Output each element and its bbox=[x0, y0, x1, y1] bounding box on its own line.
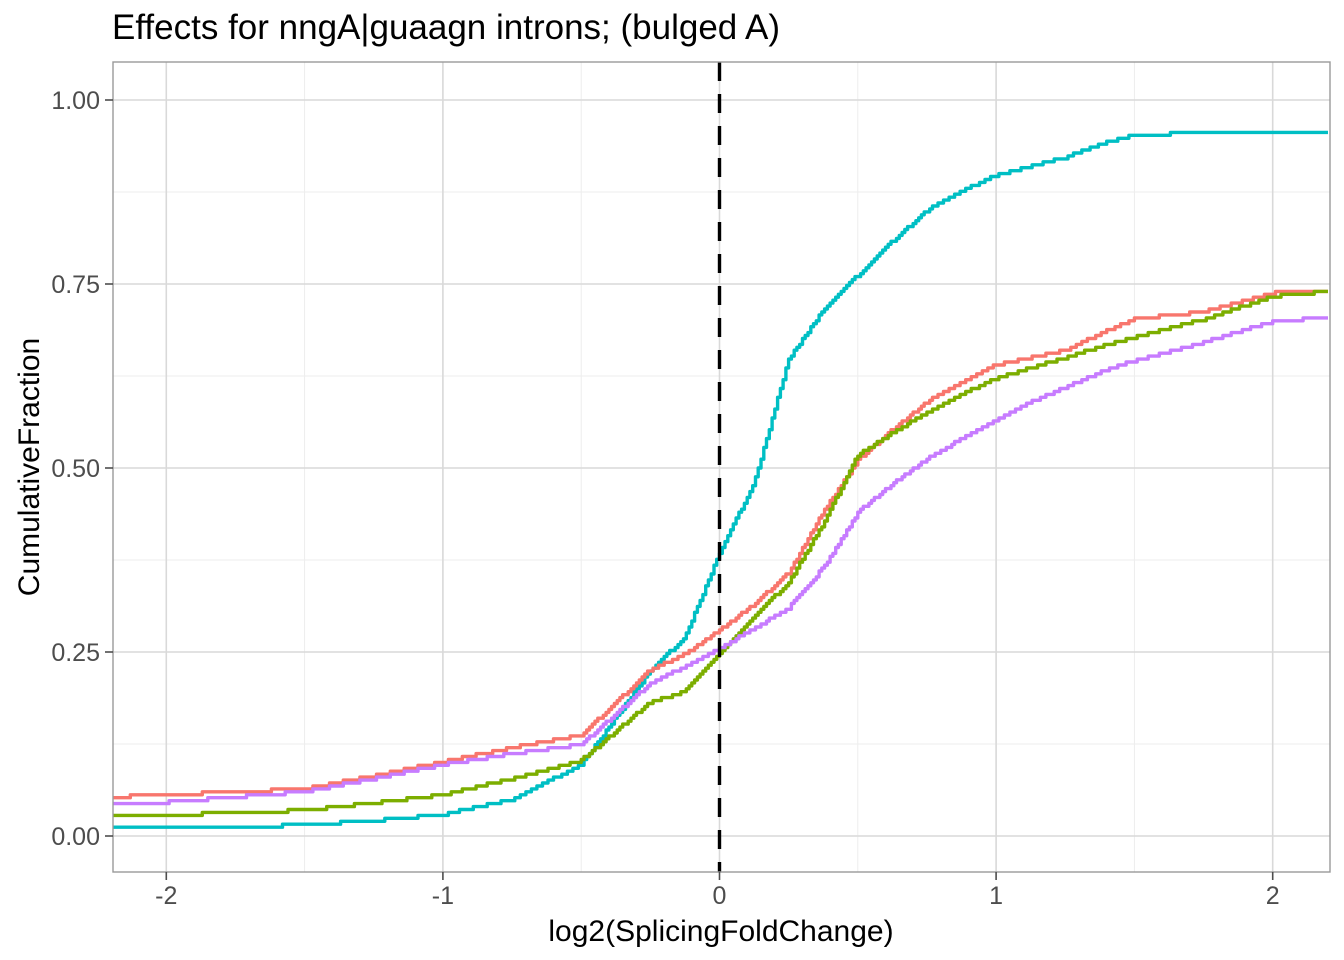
x-axis-tick-label: -2 bbox=[155, 882, 177, 910]
plot-panel bbox=[113, 62, 1330, 872]
chart-title: Effects for nngA|guaagn introns; (bulged… bbox=[112, 8, 781, 47]
x-axis-tick-label: -1 bbox=[432, 882, 454, 910]
y-axis-tick-label: 1.00 bbox=[51, 87, 100, 115]
y-axis-tick-label: 0.00 bbox=[51, 823, 100, 851]
ecdf-curve-teal bbox=[113, 130, 1328, 829]
y-axis-title: CumulativeFraction bbox=[13, 337, 46, 597]
ecdf-curve-olive-green bbox=[113, 289, 1328, 818]
x-axis-tick-label: 1 bbox=[989, 882, 1003, 910]
ecdf-curve-purple bbox=[113, 316, 1328, 806]
y-axis-tick-label: 0.50 bbox=[51, 455, 100, 483]
y-axis-tick-label: 0.25 bbox=[51, 639, 100, 667]
x-axis-title: log2(SplicingFoldChange) bbox=[548, 915, 894, 948]
x-axis-tick-label: 2 bbox=[1266, 882, 1280, 910]
x-axis-tick-label: 0 bbox=[713, 882, 727, 910]
ecdf-curve-salmon bbox=[113, 289, 1328, 800]
y-axis-tick-label: 0.75 bbox=[51, 271, 100, 299]
panel-border bbox=[112, 61, 1331, 873]
